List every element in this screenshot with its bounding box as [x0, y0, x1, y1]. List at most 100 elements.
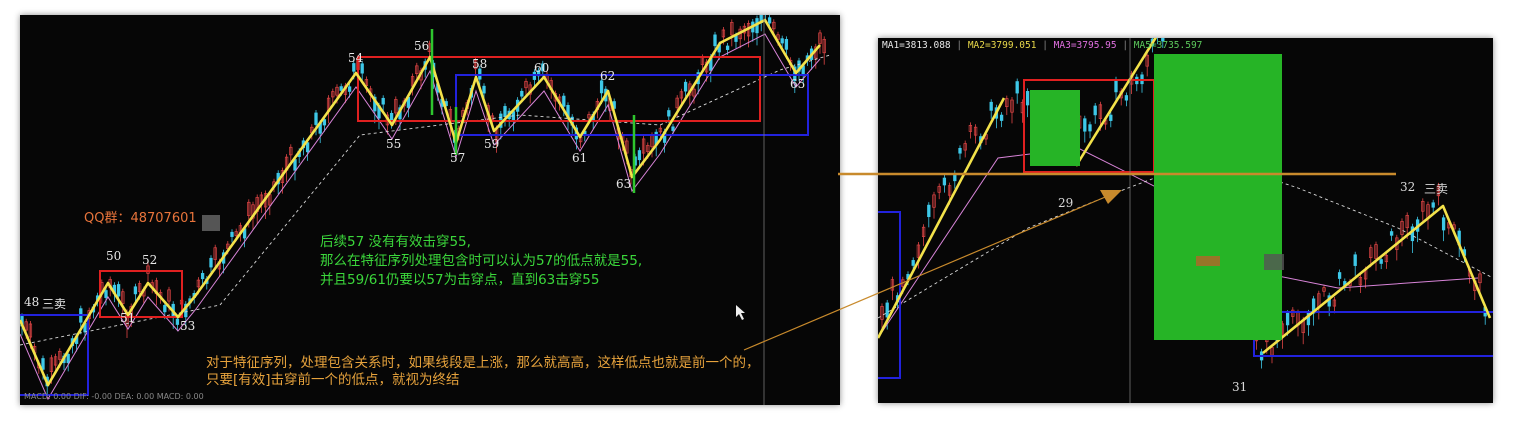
candle-body: [200, 273, 205, 280]
candle-body: [646, 145, 650, 152]
candle-body: [780, 38, 784, 44]
candle-body: [937, 186, 941, 193]
label-63: 63: [616, 177, 632, 191]
candle-body: [1010, 99, 1014, 113]
candle-body: [963, 143, 967, 151]
candle-body: [725, 45, 730, 50]
ma-header: MA1=3813.088 | MA2=3799.051 | MA3=3795.9…: [882, 40, 1203, 51]
candle-body: [24, 321, 28, 331]
ma2-value: MA2=3799.051: [967, 40, 1037, 51]
blue-zhongshu-box: [455, 74, 809, 136]
label-51: 51: [120, 311, 136, 325]
label-sanmai-left: 三卖: [42, 297, 67, 311]
candle-body: [1093, 105, 1097, 116]
candle-body: [587, 114, 591, 119]
candle-body: [49, 357, 54, 372]
candle-body: [1291, 309, 1295, 317]
candle-body: [1436, 185, 1441, 197]
candle-body: [213, 247, 217, 260]
candle-body: [772, 21, 776, 30]
label-65: 65: [790, 77, 806, 91]
candle-body: [683, 81, 688, 92]
label-48: 48: [24, 295, 40, 309]
orange-annotation: 对于特征序列，处理包含关系时，如果线段是上涨，那么就高高，这样低点也就是前一个的…: [206, 355, 760, 389]
candle-body: [1285, 312, 1290, 326]
candle-body: [1322, 287, 1326, 292]
label-62: 62: [600, 69, 616, 83]
label-56: 56: [414, 39, 430, 53]
candle-body: [541, 63, 545, 72]
blur-patch: [202, 215, 220, 231]
candle-body: [104, 290, 108, 298]
candle-body: [784, 39, 789, 50]
candle-body: [1358, 276, 1363, 286]
candle-body: [482, 85, 486, 94]
green-note-line-1: 后续57 没有有效击穿55,: [320, 234, 471, 250]
candle-body: [927, 204, 931, 218]
candle-body: [641, 138, 646, 154]
candle-body: [562, 95, 566, 107]
red-zhongshu-box-small: [99, 270, 183, 318]
orange-note-line-1: 对于特征序列，处理包含关系时，如果线段是上涨，那么就高高，这样低点也就是前一个的…: [206, 355, 760, 371]
candle-body: [137, 283, 142, 292]
candle-body: [1389, 231, 1394, 236]
candle-body: [911, 260, 915, 266]
candle-body: [226, 243, 230, 249]
candle-body: [28, 323, 33, 338]
candle-body: [1025, 91, 1030, 106]
candle-body: [1478, 273, 1482, 284]
candle-body: [230, 231, 234, 237]
candle-body: [1384, 255, 1389, 263]
candle-body: [524, 81, 528, 89]
candle-body: [1441, 217, 1446, 231]
blur-mark-2: [1264, 254, 1284, 270]
candle-body: [196, 279, 201, 288]
candle-body: [658, 127, 663, 133]
candle-body: [679, 91, 684, 99]
ma-pink-line: [20, 33, 821, 401]
label-59: 59: [484, 137, 500, 151]
candle-body: [1005, 98, 1009, 108]
candle-body: [721, 29, 726, 38]
candle-body: [822, 39, 826, 54]
candle-body: [1015, 81, 1019, 94]
candle-body: [1083, 118, 1087, 132]
orange-note-line-2: 只要[有效]击穿前一个的低点，就视为终结: [206, 372, 460, 388]
candle-body: [1337, 272, 1342, 279]
candle-body: [167, 289, 171, 302]
label-58: 58: [472, 57, 488, 71]
candle-body: [667, 110, 671, 117]
green-block-large: [1154, 54, 1282, 340]
green-note-line-2: 那么在特征序列处理包含时可以认为57的低点就是55,: [320, 253, 643, 269]
candle-body: [389, 112, 394, 122]
candle-body: [289, 146, 293, 156]
candle-body: [968, 125, 973, 132]
label-57: 57: [450, 151, 466, 165]
candle-body: [175, 318, 180, 325]
macd-bar: MACD: 0.00 DIF: -0.00 DEA: 0.00 MACD: 0.…: [24, 392, 204, 401]
candle-body: [692, 88, 696, 97]
blue-box-right-bottom: [1253, 311, 1493, 357]
candle-body: [415, 65, 419, 74]
candle-body: [394, 99, 398, 114]
qq-group-label: QQ群：48707601: [84, 211, 197, 226]
candle-body: [427, 43, 432, 52]
label-31: 31: [1232, 380, 1248, 394]
candle-body: [675, 97, 679, 109]
blur-mark-1: [1196, 256, 1220, 266]
candle-body: [66, 353, 70, 364]
candle-body: [818, 32, 822, 44]
candle-body: [767, 17, 772, 24]
candle-body: [1421, 201, 1425, 212]
candle-body: [1369, 247, 1373, 259]
candle-body: [599, 80, 604, 94]
mouse-pointer-icon: [736, 305, 745, 320]
candle-body: [713, 34, 717, 47]
candle-body: [730, 22, 734, 36]
candle-body: [999, 114, 1004, 121]
candle-body: [958, 147, 962, 154]
candle-body: [625, 140, 629, 154]
label-29: 29: [1058, 196, 1074, 210]
candle-body: [352, 63, 356, 72]
candle-body: [335, 86, 339, 96]
